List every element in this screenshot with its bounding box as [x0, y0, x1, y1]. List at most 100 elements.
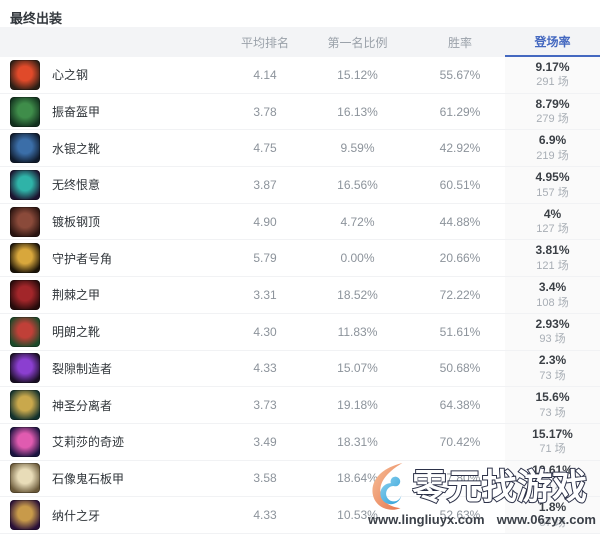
win-rate-value: 55.67%: [439, 67, 481, 82]
games-count: 73 场: [539, 369, 566, 382]
pick-rate-value: 4%: [543, 206, 562, 221]
table-row[interactable]: 振奋盔甲 3.78 16.13% 61.29% 8.79% 279 场: [0, 93, 600, 131]
pick-rate-cell: 12.61% 59 场: [505, 460, 600, 497]
avg-rank-value: 4.30: [253, 324, 277, 339]
games-count: 108 场: [536, 296, 569, 309]
games-count: 127 场: [536, 223, 569, 236]
avg-rank-value: 3.49: [253, 434, 277, 449]
table-row[interactable]: 心之钢 4.14 15.12% 55.67% 9.17% 291 场: [0, 57, 600, 94]
pick-rate-cell: 8.79% 279 场: [505, 93, 600, 130]
header-first-place-rate[interactable]: 第一名比例: [327, 35, 388, 50]
win-rate-value: 70.42%: [439, 434, 481, 449]
avg-rank-value: 3.73: [253, 398, 277, 413]
pick-rate-value: 1.8%: [538, 500, 567, 515]
header-win-rate[interactable]: 胜率: [447, 35, 472, 50]
games-count: 59 场: [539, 480, 566, 493]
games-count: 219 场: [536, 149, 569, 162]
pick-rate-value: 15.6%: [535, 390, 570, 405]
first-place-rate-value: 16.56%: [337, 177, 378, 192]
boots-of-lucidity-icon: [10, 316, 40, 347]
pick-rate-cell: 9.17% 291 场: [505, 57, 600, 93]
avg-rank-value: 4.33: [253, 361, 277, 376]
table-row[interactable]: 艾莉莎的奇迹 3.49 18.31% 70.42% 15.17% 71 场: [0, 423, 600, 461]
mercury-treads-icon: [10, 133, 40, 164]
item-name: 石像鬼石板甲: [52, 471, 125, 486]
table-row[interactable]: 荆棘之甲 3.31 18.52% 72.22% 3.4% 108 场: [0, 277, 600, 314]
games-count: 93 场: [539, 333, 566, 346]
item-name: 神圣分离者: [52, 398, 113, 413]
header-pick-rate-active[interactable]: 登场率: [505, 27, 600, 57]
divine-sunderer-icon: [10, 390, 40, 421]
item-name: 守护者号角: [52, 251, 113, 266]
guardians-horn-icon: [10, 243, 40, 274]
win-rate-value: 72.22%: [439, 287, 481, 302]
riftmaker-icon: [10, 353, 40, 384]
win-rate-value: 52.63%: [439, 508, 481, 523]
header-avg-rank[interactable]: 平均排名: [240, 35, 289, 50]
table-row[interactable]: 神圣分离者 3.73 19.18% 64.38% 15.6% 73 场: [0, 387, 600, 424]
pick-rate-cell: 4% 127 场: [505, 203, 600, 240]
table-row[interactable]: 石像鬼石板甲 3.58 18.64% 67.80% 12.61% 59 场: [0, 460, 600, 498]
table-row[interactable]: 纳什之牙 4.33 10.53% 52.63% 1.8% 57 场: [0, 497, 600, 534]
table-row[interactable]: 无终恨意 3.87 16.56% 60.51% 4.95% 157 场: [0, 167, 600, 204]
table-row[interactable]: 明朗之靴 4.30 11.83% 51.61% 2.93% 93 场: [0, 313, 600, 351]
win-rate-value: 64.38%: [439, 398, 481, 413]
avg-rank-value: 4.90: [253, 214, 277, 229]
item-name: 艾莉莎的奇迹: [52, 435, 125, 450]
pick-rate-value: 12.61%: [532, 463, 573, 478]
item-name: 振奋盔甲: [52, 105, 101, 120]
pick-rate-cell: 15.6% 73 场: [505, 387, 600, 423]
games-count: 291 场: [536, 76, 569, 89]
table-header-row: 平均排名 第一名比例 胜率 登场率: [0, 27, 600, 57]
first-place-rate-value: 19.18%: [337, 398, 378, 413]
first-place-rate-value: 16.13%: [337, 104, 378, 119]
first-place-rate-value: 4.72%: [340, 214, 375, 229]
first-place-rate-value: 15.12%: [337, 67, 378, 82]
avg-rank-value: 3.87: [253, 177, 277, 192]
item-name: 镀板钢顶: [52, 215, 101, 230]
first-place-rate-value: 18.64%: [337, 471, 378, 486]
item-name: 无终恨意: [52, 178, 101, 193]
first-place-rate-value: 10.53%: [337, 508, 378, 523]
item-name: 纳什之牙: [52, 508, 101, 523]
win-rate-value: 20.66%: [439, 251, 481, 266]
item-name: 心之钢: [52, 68, 89, 83]
table-row[interactable]: 裂隙制造者 4.33 15.07% 50.68% 2.3% 73 场: [0, 350, 600, 388]
win-rate-value: 51.61%: [439, 324, 481, 339]
win-rate-value: 50.68%: [439, 361, 481, 376]
pick-rate-value: 3.4%: [538, 280, 567, 295]
pick-rate-value: 8.79%: [535, 96, 570, 111]
pick-rate-value: 2.3%: [538, 353, 567, 368]
plated-steelcaps-icon: [10, 206, 40, 237]
table-row[interactable]: 水银之靴 4.75 9.59% 42.92% 6.9% 219 场: [0, 130, 600, 168]
pick-rate-value: 15.17%: [532, 426, 573, 441]
table-row[interactable]: 镀板钢顶 4.90 4.72% 44.88% 4% 127 场: [0, 203, 600, 241]
table-row[interactable]: 守护者号角 5.79 0.00% 20.66% 3.81% 121 场: [0, 240, 600, 278]
page-title: 最终出装: [10, 11, 63, 26]
item-name: 荆棘之甲: [52, 288, 101, 303]
spirit-visage-icon: [10, 96, 40, 127]
table-body: 心之钢 4.14 15.12% 55.67% 9.17% 291 场 振奋盔甲 …: [0, 57, 600, 534]
pick-rate-value: 3.81%: [535, 243, 570, 258]
avg-rank-value: 5.79: [253, 251, 277, 266]
first-place-rate-value: 9.59%: [340, 141, 375, 156]
nashors-tooth-icon: [10, 500, 40, 531]
avg-rank-value: 4.14: [253, 67, 277, 82]
pick-rate-cell: 4.95% 157 场: [505, 167, 600, 203]
avg-rank-value: 3.78: [253, 104, 277, 119]
pick-rate-cell: 15.17% 71 场: [505, 423, 600, 460]
elisas-miracle-icon: [10, 426, 40, 457]
win-rate-value: 61.29%: [439, 104, 481, 119]
first-place-rate-value: 18.31%: [337, 434, 378, 449]
avg-rank-value: 3.58: [253, 471, 277, 486]
unending-despair-icon: [10, 169, 40, 200]
pick-rate-cell: 2.93% 93 场: [505, 313, 600, 350]
pick-rate-cell: 2.3% 73 场: [505, 350, 600, 387]
item-name: 裂隙制造者: [52, 361, 113, 376]
games-count: 71 场: [539, 443, 566, 456]
gargoyle-stoneplate-icon: [10, 463, 40, 494]
first-place-rate-value: 0.00%: [340, 251, 375, 266]
games-count: 57 场: [539, 516, 566, 529]
pick-rate-cell: 3.4% 108 场: [505, 277, 600, 313]
